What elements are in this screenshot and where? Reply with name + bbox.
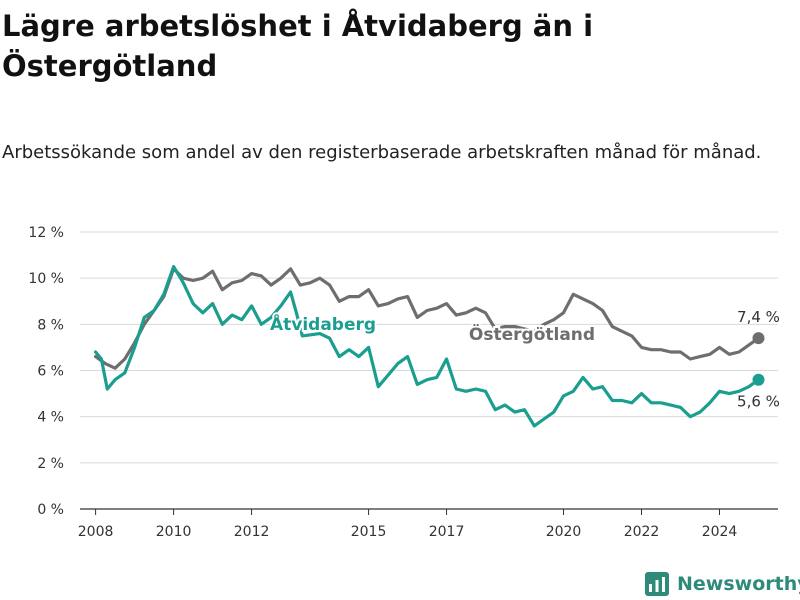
chart-title: Lägre arbetslöshet i Åtvidaberg än i Öst… (2, 9, 594, 83)
atvidaberg-line (94, 265, 761, 428)
x-tick-label: 2012 (234, 524, 270, 540)
y-tick-label: 4 % (37, 410, 64, 426)
y-tick-label: 10 % (28, 271, 64, 287)
end-value-atvidaberg: 5,6 % (737, 393, 780, 411)
end-value-ostergotland: 7,4 % (737, 308, 780, 326)
newsworthy-logo-icon (645, 572, 669, 596)
y-tick-label: 6 % (37, 364, 64, 380)
series-label-atvidaberg: Åtvidaberg (270, 312, 376, 335)
y-tick-label: 12 % (28, 225, 64, 241)
chart-subtitle: Arbetssökande som andel av den registerb… (2, 142, 762, 163)
x-tick-label: 2024 (702, 524, 738, 540)
brand: Newsworthy (645, 570, 800, 598)
ostergotland-line (94, 267, 761, 370)
series-label-ostergotland: Östergötland (469, 323, 595, 345)
y-axis-ticks: 0 % 2 % 4 % 6 % 8 % 10 % 12 % (28, 225, 64, 518)
x-tick-label: 2022 (624, 524, 660, 540)
y-tick-label: 0 % (37, 502, 64, 518)
x-tick-label: 2020 (546, 524, 582, 540)
x-tick-label: 2015 (351, 524, 387, 540)
x-tick-label: 2010 (156, 524, 192, 540)
brand-name: Newsworthy (677, 573, 800, 595)
series-labels: Östergötland Åtvidaberg 7,4 % 5,6 % (268, 308, 781, 412)
x-tick-label: 2017 (429, 524, 465, 540)
atvidaberg-end-point (752, 373, 765, 386)
ostergotland-end-point (752, 332, 765, 345)
x-tick-label: 2008 (78, 524, 114, 540)
series-lines (94, 265, 765, 428)
grid-lines (80, 231, 778, 510)
y-tick-label: 2 % (37, 456, 64, 472)
y-tick-label: 8 % (37, 317, 64, 333)
x-axis-ticks: 2008 2010 2012 2015 2017 2020 2022 2024 (78, 509, 738, 540)
